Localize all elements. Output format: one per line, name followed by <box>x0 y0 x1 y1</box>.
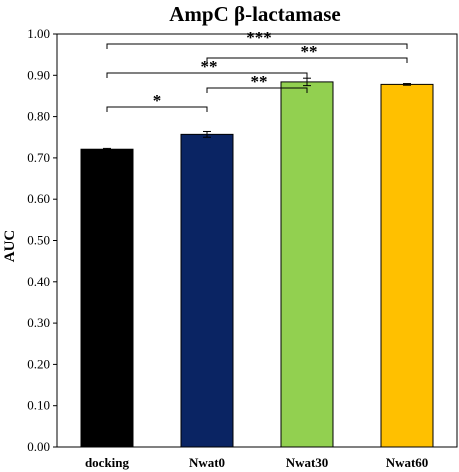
x-tick-label: docking <box>85 455 130 470</box>
y-tick-label: 0.60 <box>27 191 50 206</box>
significance-label: ** <box>201 57 218 76</box>
bar-Nwat60 <box>380 83 434 448</box>
y-tick-label: 0.10 <box>27 398 50 413</box>
bar-Nwat0 <box>180 133 234 448</box>
bar-docking <box>80 148 134 448</box>
y-tick-label: 0.20 <box>27 356 50 371</box>
y-axis-label: AUC <box>2 230 18 263</box>
y-tick-label: 0.00 <box>27 439 50 454</box>
y-tick-label: 0.90 <box>27 67 50 82</box>
y-tick-label: 0.70 <box>27 150 50 165</box>
significance-bracket <box>106 106 208 112</box>
y-tick-label: 0.30 <box>27 315 50 330</box>
plot-area: 0.00 0.10 0.20 0.30 0.40 0.50 0.60 0.70 0.80 0.90… <box>27 26 458 470</box>
significance-bracket <box>206 87 308 93</box>
x-tick-label: Nwat0 <box>189 455 225 470</box>
y-tick-label: 0.50 <box>27 233 50 248</box>
x-tick-label: Nwat60 <box>386 455 429 470</box>
bar-Nwat30 <box>280 81 334 448</box>
significance-label: ** <box>251 72 268 91</box>
significance-label: * <box>153 91 162 110</box>
chart-title: AmpC β-lactamase <box>169 2 340 26</box>
significance-bracket <box>106 43 408 49</box>
significance-bracket <box>106 72 308 78</box>
significance-label: ** <box>301 42 318 61</box>
y-tick-label: 0.80 <box>27 109 50 124</box>
x-tick-label: Nwat30 <box>286 455 329 470</box>
significance-label: *** <box>246 28 272 47</box>
significance-bracket <box>206 57 408 63</box>
y-tick-label: 1.00 <box>27 26 50 41</box>
y-tick-label: 0.40 <box>27 274 50 289</box>
